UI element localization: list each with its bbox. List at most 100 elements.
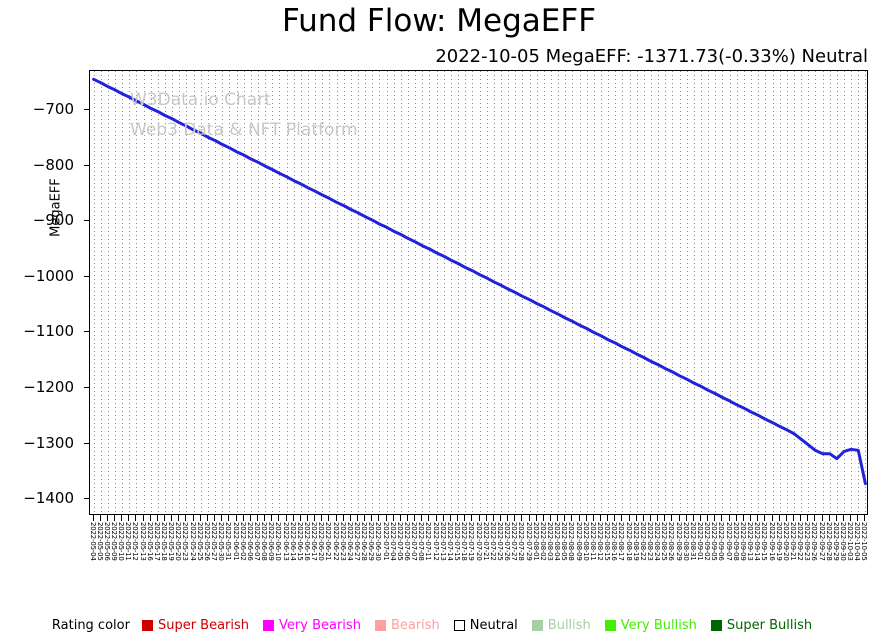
- grid-line: [551, 71, 552, 514]
- x-tick-label: 2022-08-01: [531, 522, 540, 561]
- grid-line: [94, 71, 95, 514]
- grid-line: [379, 71, 380, 514]
- y-tick-label: −1300: [23, 433, 74, 452]
- x-tick-mark: [200, 515, 201, 521]
- x-tick-label: 2022-07-25: [495, 522, 504, 561]
- x-tick-mark: [286, 515, 287, 521]
- grid-line: [144, 71, 145, 514]
- grid-line: [294, 71, 295, 514]
- grid-line: [708, 71, 709, 514]
- x-tick-mark: [357, 515, 358, 521]
- grid-line: [594, 71, 595, 514]
- x-tick-mark: [150, 515, 151, 521]
- grid-line: [301, 71, 302, 514]
- chart-title: Fund Flow: MegaEFF: [281, 3, 597, 39]
- legend-item[interactable]: Super Bullish: [710, 618, 812, 633]
- x-tick-mark: [128, 515, 129, 521]
- legend-item[interactable]: Very Bearish: [263, 618, 361, 633]
- x-tick-label: 2022-09-28: [824, 522, 833, 561]
- grid-line: [315, 71, 316, 514]
- grid-line: [172, 71, 173, 514]
- x-tick-mark: [471, 515, 472, 521]
- x-tick-mark: [793, 515, 794, 521]
- x-tick-mark: [371, 515, 372, 521]
- x-tick-mark: [507, 515, 508, 521]
- grid-line: [215, 71, 216, 514]
- x-tick-mark: [486, 515, 487, 521]
- x-tick-label: 2022-07-11: [424, 522, 433, 561]
- x-tick-label: 2022-08-31: [688, 522, 697, 561]
- grid-line: [308, 71, 309, 514]
- x-tick-mark: [857, 515, 858, 521]
- x-tick-label: 2022-06-13: [281, 522, 290, 561]
- x-tick-mark: [135, 515, 136, 521]
- x-tick-label: 2022-08-10: [581, 522, 590, 561]
- grid-line: [387, 71, 388, 514]
- x-tick-mark: [814, 515, 815, 521]
- grid-line: [151, 71, 152, 514]
- grid-line: [701, 71, 702, 514]
- x-tick-label: 2022-06-24: [345, 522, 354, 561]
- x-tick-label: 2022-09-30: [838, 522, 847, 561]
- x-tick-label: 2022-07-22: [488, 522, 497, 561]
- legend-item[interactable]: Bullish: [531, 618, 591, 633]
- grid-line: [344, 71, 345, 514]
- x-tick-mark: [443, 515, 444, 521]
- legend-item[interactable]: Bearish: [374, 618, 440, 633]
- x-tick-mark: [822, 515, 823, 521]
- x-tick-label: 2022-05-16: [145, 522, 154, 561]
- grid-line: [501, 71, 502, 514]
- grid-line: [637, 71, 638, 514]
- legend: Rating color Super Bearish Very Bearish Be…: [0, 613, 878, 637]
- x-tick-mark: [600, 515, 601, 521]
- x-tick-mark: [207, 515, 208, 521]
- grid-line: [165, 71, 166, 514]
- x-tick-label: 2022-09-01: [696, 522, 705, 561]
- x-tick-mark: [386, 515, 387, 521]
- x-tick-label: 2022-06-02: [238, 522, 247, 561]
- x-tick-mark: [579, 515, 580, 521]
- x-tick-label: 2022-06-01: [231, 522, 240, 561]
- x-tick-mark: [250, 515, 251, 521]
- legend-item[interactable]: Neutral: [453, 618, 518, 633]
- grid-line: [658, 71, 659, 514]
- grid-line: [429, 71, 430, 514]
- grid-line: [415, 71, 416, 514]
- grid-line: [258, 71, 259, 514]
- x-tick-label: 2022-05-06: [102, 522, 111, 561]
- grid-line: [136, 71, 137, 514]
- x-tick-label: 2022-07-06: [403, 522, 412, 561]
- grid-line: [322, 71, 323, 514]
- x-tick-mark: [464, 515, 465, 521]
- x-tick-label: 2022-05-17: [152, 522, 161, 561]
- x-tick-mark: [293, 515, 294, 521]
- grid-line: [758, 71, 759, 514]
- x-tick-label: 2022-09-29: [831, 522, 840, 561]
- x-tick-mark: [621, 515, 622, 521]
- x-tick-mark: [257, 515, 258, 521]
- x-tick-mark: [521, 515, 522, 521]
- grid-line: [751, 71, 752, 514]
- x-tick-label: 2022-05-04: [88, 522, 97, 561]
- x-tick-label: 2022-07-12: [431, 522, 440, 561]
- x-tick-mark: [629, 515, 630, 521]
- x-tick-label: 2022-09-16: [767, 522, 776, 561]
- grid-line: [587, 71, 588, 514]
- grid-line: [565, 71, 566, 514]
- grid-line: [272, 71, 273, 514]
- x-tick-mark: [278, 515, 279, 521]
- legend-swatch-icon: [710, 619, 722, 631]
- y-tick-mark: [84, 498, 89, 500]
- y-tick-label: −1100: [23, 322, 74, 341]
- x-tick-mark: [779, 515, 780, 521]
- grid-line: [122, 71, 123, 514]
- x-tick-mark: [264, 515, 265, 521]
- grid-line: [572, 71, 573, 514]
- x-tick-mark: [343, 515, 344, 521]
- grid-line: [851, 71, 852, 514]
- x-tick-mark: [436, 515, 437, 521]
- legend-item[interactable]: Super Bearish: [141, 618, 249, 633]
- legend-item[interactable]: Very Bullish: [604, 618, 697, 633]
- y-tick-mark: [84, 220, 89, 222]
- legend-label: Very Bearish: [279, 617, 361, 633]
